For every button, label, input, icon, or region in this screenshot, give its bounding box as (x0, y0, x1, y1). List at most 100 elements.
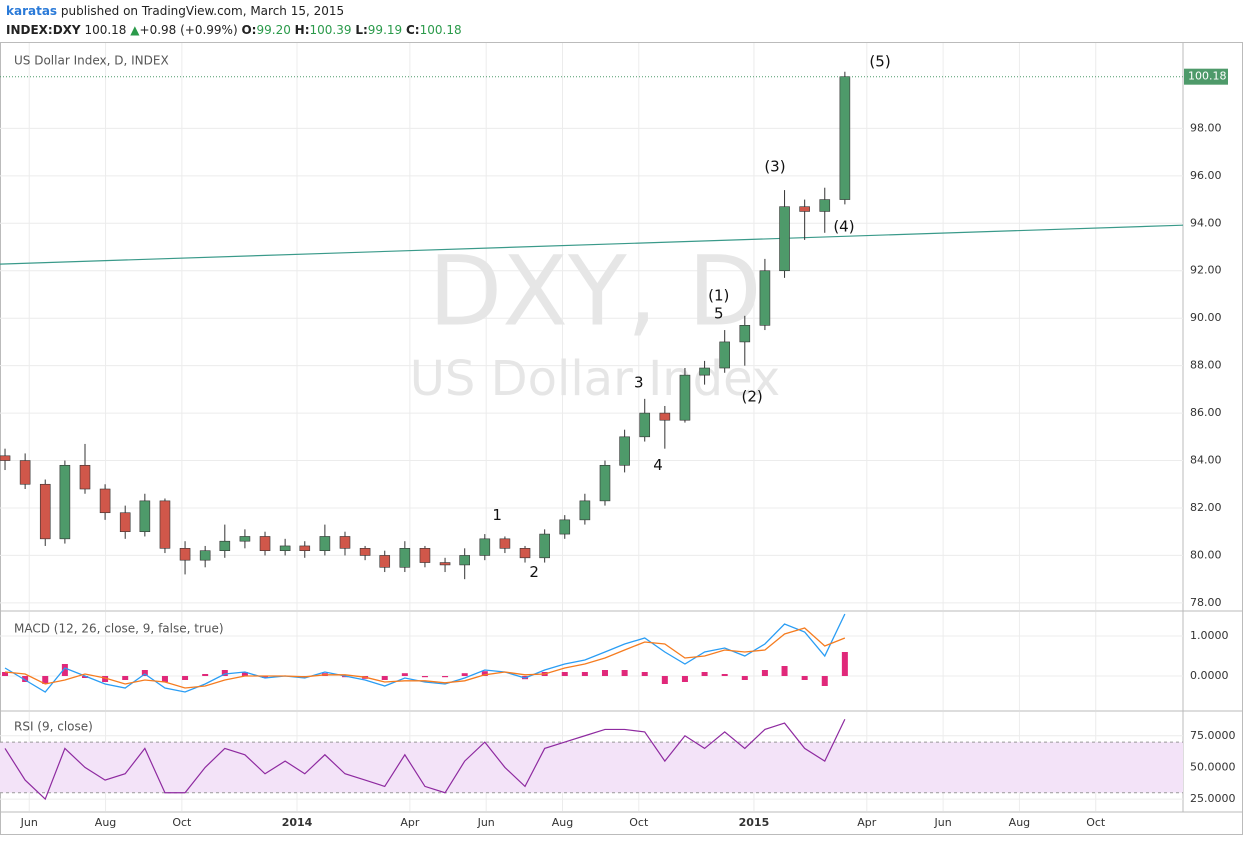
macd-bar (141, 670, 148, 676)
x-tick-label: Aug (1009, 816, 1030, 829)
macd-line (4, 613, 846, 693)
wave-label: (1) (708, 287, 729, 305)
macd-bar (821, 676, 828, 686)
candle-body (179, 548, 191, 561)
candle-body (259, 536, 271, 551)
macd-bar (241, 672, 248, 676)
y-tick-label: 1.0000 (1190, 629, 1229, 642)
published: published on TradingView.com, March 15, … (60, 4, 345, 18)
watermark-symbol: DXY, D (428, 235, 761, 347)
x-tick-label: Apr (857, 816, 877, 829)
candle-body (79, 464, 91, 490)
y-tick-label: 86.00 (1190, 406, 1222, 419)
quote-line: INDEX:DXY 100.18 ▲+0.98 (+0.99%) O:99.20… (6, 21, 462, 40)
candle-body (699, 367, 710, 376)
candle-body (239, 536, 251, 542)
macd-bar (681, 676, 688, 682)
wave-label: (2) (741, 388, 762, 406)
l-label: L: (355, 23, 368, 37)
macd-bar (221, 670, 228, 676)
candle-body (759, 270, 771, 326)
candle-body (819, 199, 831, 212)
macd-bar (841, 652, 848, 676)
x-tick-label: Oct (1086, 816, 1106, 829)
candle-body (579, 500, 591, 521)
wave-label: 1 (492, 506, 502, 524)
watermark-name: US Dollar Index (410, 351, 780, 407)
macd-bar (161, 676, 168, 682)
macd-bar (182, 676, 189, 680)
macd-bar (561, 672, 568, 676)
arrow: ▲ (130, 23, 140, 37)
macd-bar (641, 672, 648, 676)
candle-body (839, 76, 851, 200)
macd-line (4, 627, 846, 689)
y-tick-label: 88.00 (1190, 359, 1222, 372)
candle-body (199, 550, 211, 561)
macd-bar (442, 676, 449, 678)
symbol: INDEX:DXY (6, 23, 81, 37)
macd-bar (81, 676, 88, 678)
wave-label: 4 (653, 456, 663, 474)
candle-body (319, 536, 331, 551)
c-label: C: (405, 23, 420, 37)
author[interactable]: karatas (6, 4, 58, 18)
grid (0, 43, 1183, 811)
last-price-box (1184, 68, 1228, 85)
marks (0, 71, 1184, 801)
y-tick-label: 96.00 (1190, 169, 1222, 182)
candle-body (799, 206, 810, 212)
candle-body (99, 488, 111, 514)
last-price-label: 100.18 (1188, 70, 1227, 83)
macd-bar (701, 672, 708, 676)
o-label: O: (241, 23, 257, 37)
y-tick-label: 50.0000 (1190, 760, 1236, 773)
x-tick-label: Apr (400, 816, 420, 829)
y-tick-label: 78.00 (1190, 596, 1222, 609)
wave-label: 3 (634, 374, 644, 392)
header-line: karatas published on TradingView.com, Ma… (6, 2, 462, 21)
macd-bar (22, 676, 29, 682)
candle-body (719, 341, 730, 369)
h-label: H: (294, 23, 310, 37)
macd-bar (122, 676, 129, 680)
macd-bar (381, 676, 388, 680)
candle-body (639, 412, 651, 438)
x-tick-label: Oct (172, 816, 192, 829)
y-tick-label: 84.00 (1190, 454, 1222, 467)
candle-body (559, 519, 571, 535)
candle-body (0, 455, 11, 461)
macd-bar (661, 676, 668, 684)
wave-label: (4) (833, 218, 854, 236)
wave-label: 2 (529, 563, 539, 581)
macd-bar (61, 664, 68, 676)
macd-bar (741, 676, 748, 680)
candle-body (339, 536, 351, 549)
candle-body (19, 460, 31, 485)
candle-body (39, 483, 51, 540)
macd-bar (721, 674, 728, 676)
pane-title: MACD (12, 26, close, 9, false, true) (14, 622, 224, 636)
y-tick-label: 98.00 (1190, 121, 1222, 134)
x-tick-label: Jun (934, 816, 952, 829)
x-tick-label: Jun (477, 816, 495, 829)
o: 99.20 (256, 23, 291, 37)
y-tick-label: 80.00 (1190, 548, 1222, 561)
macd-bar (102, 676, 109, 682)
candle-body (159, 500, 171, 549)
macd-bar (781, 666, 788, 676)
candle-body (219, 540, 231, 551)
candle-body (779, 206, 790, 272)
candle-body (519, 548, 531, 559)
candle-body (139, 500, 151, 533)
y-tick-label: 90.00 (1190, 311, 1222, 324)
x-tick-label: Jun (20, 816, 38, 829)
pane-title: US Dollar Index, D, INDEX (14, 54, 169, 68)
candle-body (279, 545, 291, 551)
candle-body (659, 412, 671, 421)
macd-bar (202, 674, 209, 676)
y-tick-label: 75.0000 (1190, 729, 1236, 742)
candle-body (379, 555, 391, 568)
macd-bar (481, 671, 488, 676)
